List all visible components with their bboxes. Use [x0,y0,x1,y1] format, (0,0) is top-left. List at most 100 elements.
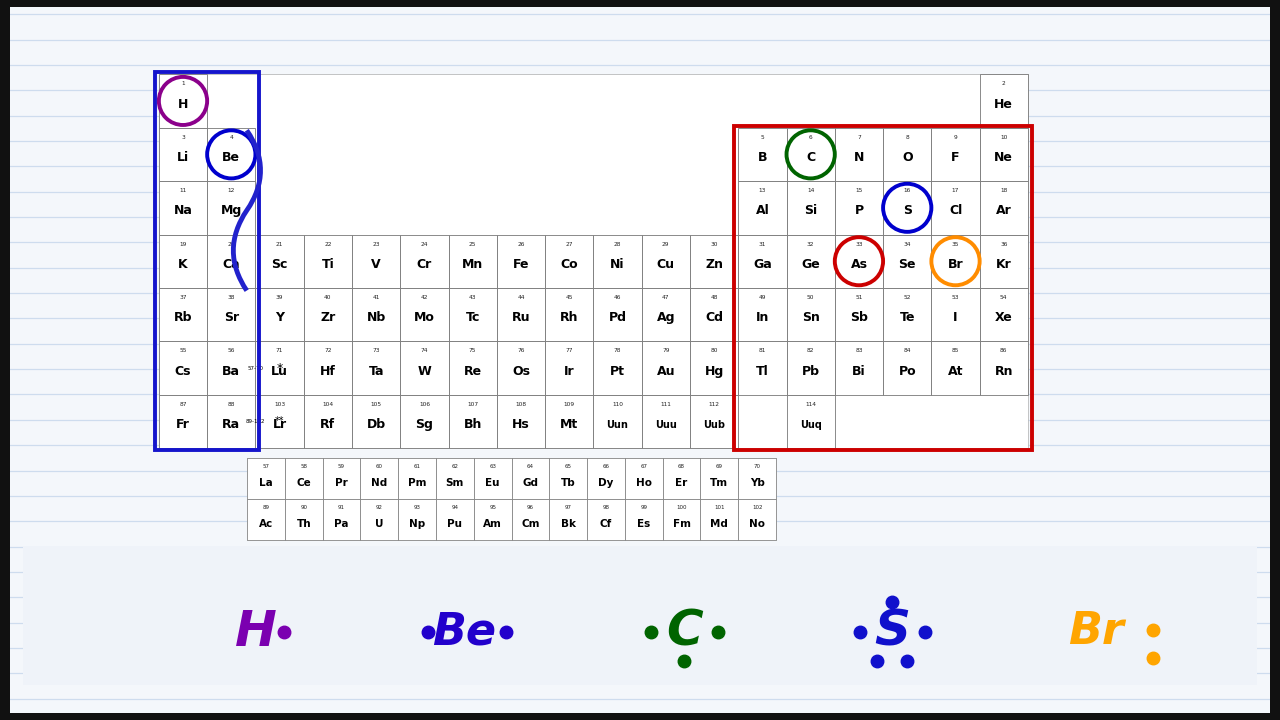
Text: 63: 63 [489,464,497,469]
FancyBboxPatch shape [352,288,401,341]
Text: 92: 92 [376,505,383,510]
Text: 40: 40 [324,295,332,300]
Text: Ge: Ge [801,258,820,271]
Text: Mo: Mo [413,311,435,324]
FancyBboxPatch shape [979,127,1028,181]
Text: Al: Al [755,204,769,217]
Text: 58: 58 [301,464,307,469]
FancyBboxPatch shape [207,288,256,341]
Text: Cu: Cu [657,258,675,271]
FancyBboxPatch shape [247,458,776,540]
Text: 51: 51 [855,295,863,300]
Text: 9: 9 [954,135,957,140]
FancyBboxPatch shape [303,235,352,288]
Text: Gd: Gd [522,479,539,488]
FancyBboxPatch shape [690,235,739,288]
Text: 74: 74 [421,348,429,354]
FancyBboxPatch shape [835,235,883,288]
Text: Pu: Pu [447,519,462,529]
FancyBboxPatch shape [497,235,545,288]
FancyBboxPatch shape [625,499,663,540]
Text: Ag: Ag [657,311,675,324]
Text: 56: 56 [228,348,236,354]
Text: 75: 75 [468,348,476,354]
Text: 45: 45 [566,295,573,300]
Text: Cl: Cl [948,204,963,217]
FancyBboxPatch shape [361,499,398,540]
Text: Na: Na [174,204,192,217]
Text: 62: 62 [452,464,458,469]
Text: Zr: Zr [320,311,335,324]
Text: Au: Au [657,365,675,378]
FancyBboxPatch shape [690,288,739,341]
FancyBboxPatch shape [545,341,594,395]
Text: 55: 55 [179,348,187,354]
FancyBboxPatch shape [256,395,303,448]
FancyBboxPatch shape [549,458,588,499]
Text: Pd: Pd [608,311,626,324]
Text: Be: Be [223,151,241,164]
Text: Po: Po [899,365,916,378]
Text: Sm: Sm [445,479,465,488]
Text: 14: 14 [806,188,814,193]
Text: 87: 87 [179,402,187,407]
Text: Mt: Mt [561,418,579,431]
Text: *: * [276,361,283,374]
FancyBboxPatch shape [497,341,545,395]
Text: Eu: Eu [485,479,500,488]
Text: At: At [947,365,964,378]
FancyBboxPatch shape [159,288,207,341]
Text: Lr: Lr [273,418,287,431]
Text: Uuq: Uuq [800,420,822,430]
Text: Th: Th [297,519,311,529]
Text: Tl: Tl [756,365,769,378]
Text: 27: 27 [566,242,573,247]
Text: Sr: Sr [224,311,239,324]
Text: 84: 84 [904,348,911,354]
FancyBboxPatch shape [641,341,690,395]
Text: 42: 42 [421,295,429,300]
Text: 82: 82 [806,348,814,354]
Text: Es: Es [637,519,650,529]
Text: Ne: Ne [995,151,1014,164]
Text: Fm: Fm [672,519,691,529]
FancyBboxPatch shape [588,499,625,540]
Text: 1: 1 [182,81,184,86]
Text: Dy: Dy [598,479,613,488]
FancyBboxPatch shape [932,127,979,181]
Text: 21: 21 [276,242,283,247]
Text: Rf: Rf [320,418,335,431]
Text: Md: Md [710,519,728,529]
Text: 76: 76 [517,348,525,354]
Text: Be: Be [431,610,495,653]
Text: 12: 12 [228,188,236,193]
Text: U: U [375,519,384,529]
FancyBboxPatch shape [159,235,207,288]
Text: 98: 98 [603,505,609,510]
FancyBboxPatch shape [448,288,497,341]
FancyBboxPatch shape [497,395,545,448]
Text: 59: 59 [338,464,346,469]
Text: 102: 102 [751,505,763,510]
FancyBboxPatch shape [352,341,401,395]
Text: 85: 85 [952,348,959,354]
Text: Co: Co [561,258,579,271]
FancyBboxPatch shape [474,499,512,540]
Text: 54: 54 [1000,295,1007,300]
Text: Zn: Zn [705,258,723,271]
Text: C: C [666,608,703,656]
Text: 107: 107 [467,402,479,407]
Text: 8: 8 [905,135,909,140]
FancyBboxPatch shape [398,499,436,540]
Text: Se: Se [899,258,916,271]
FancyBboxPatch shape [323,499,361,540]
Text: Ni: Ni [611,258,625,271]
FancyBboxPatch shape [690,341,739,395]
FancyBboxPatch shape [932,341,979,395]
Text: 90: 90 [301,505,307,510]
FancyBboxPatch shape [700,458,739,499]
Text: Sn: Sn [801,311,819,324]
FancyBboxPatch shape [932,181,979,235]
Text: Uun: Uun [607,420,628,430]
Text: 29: 29 [662,242,669,247]
